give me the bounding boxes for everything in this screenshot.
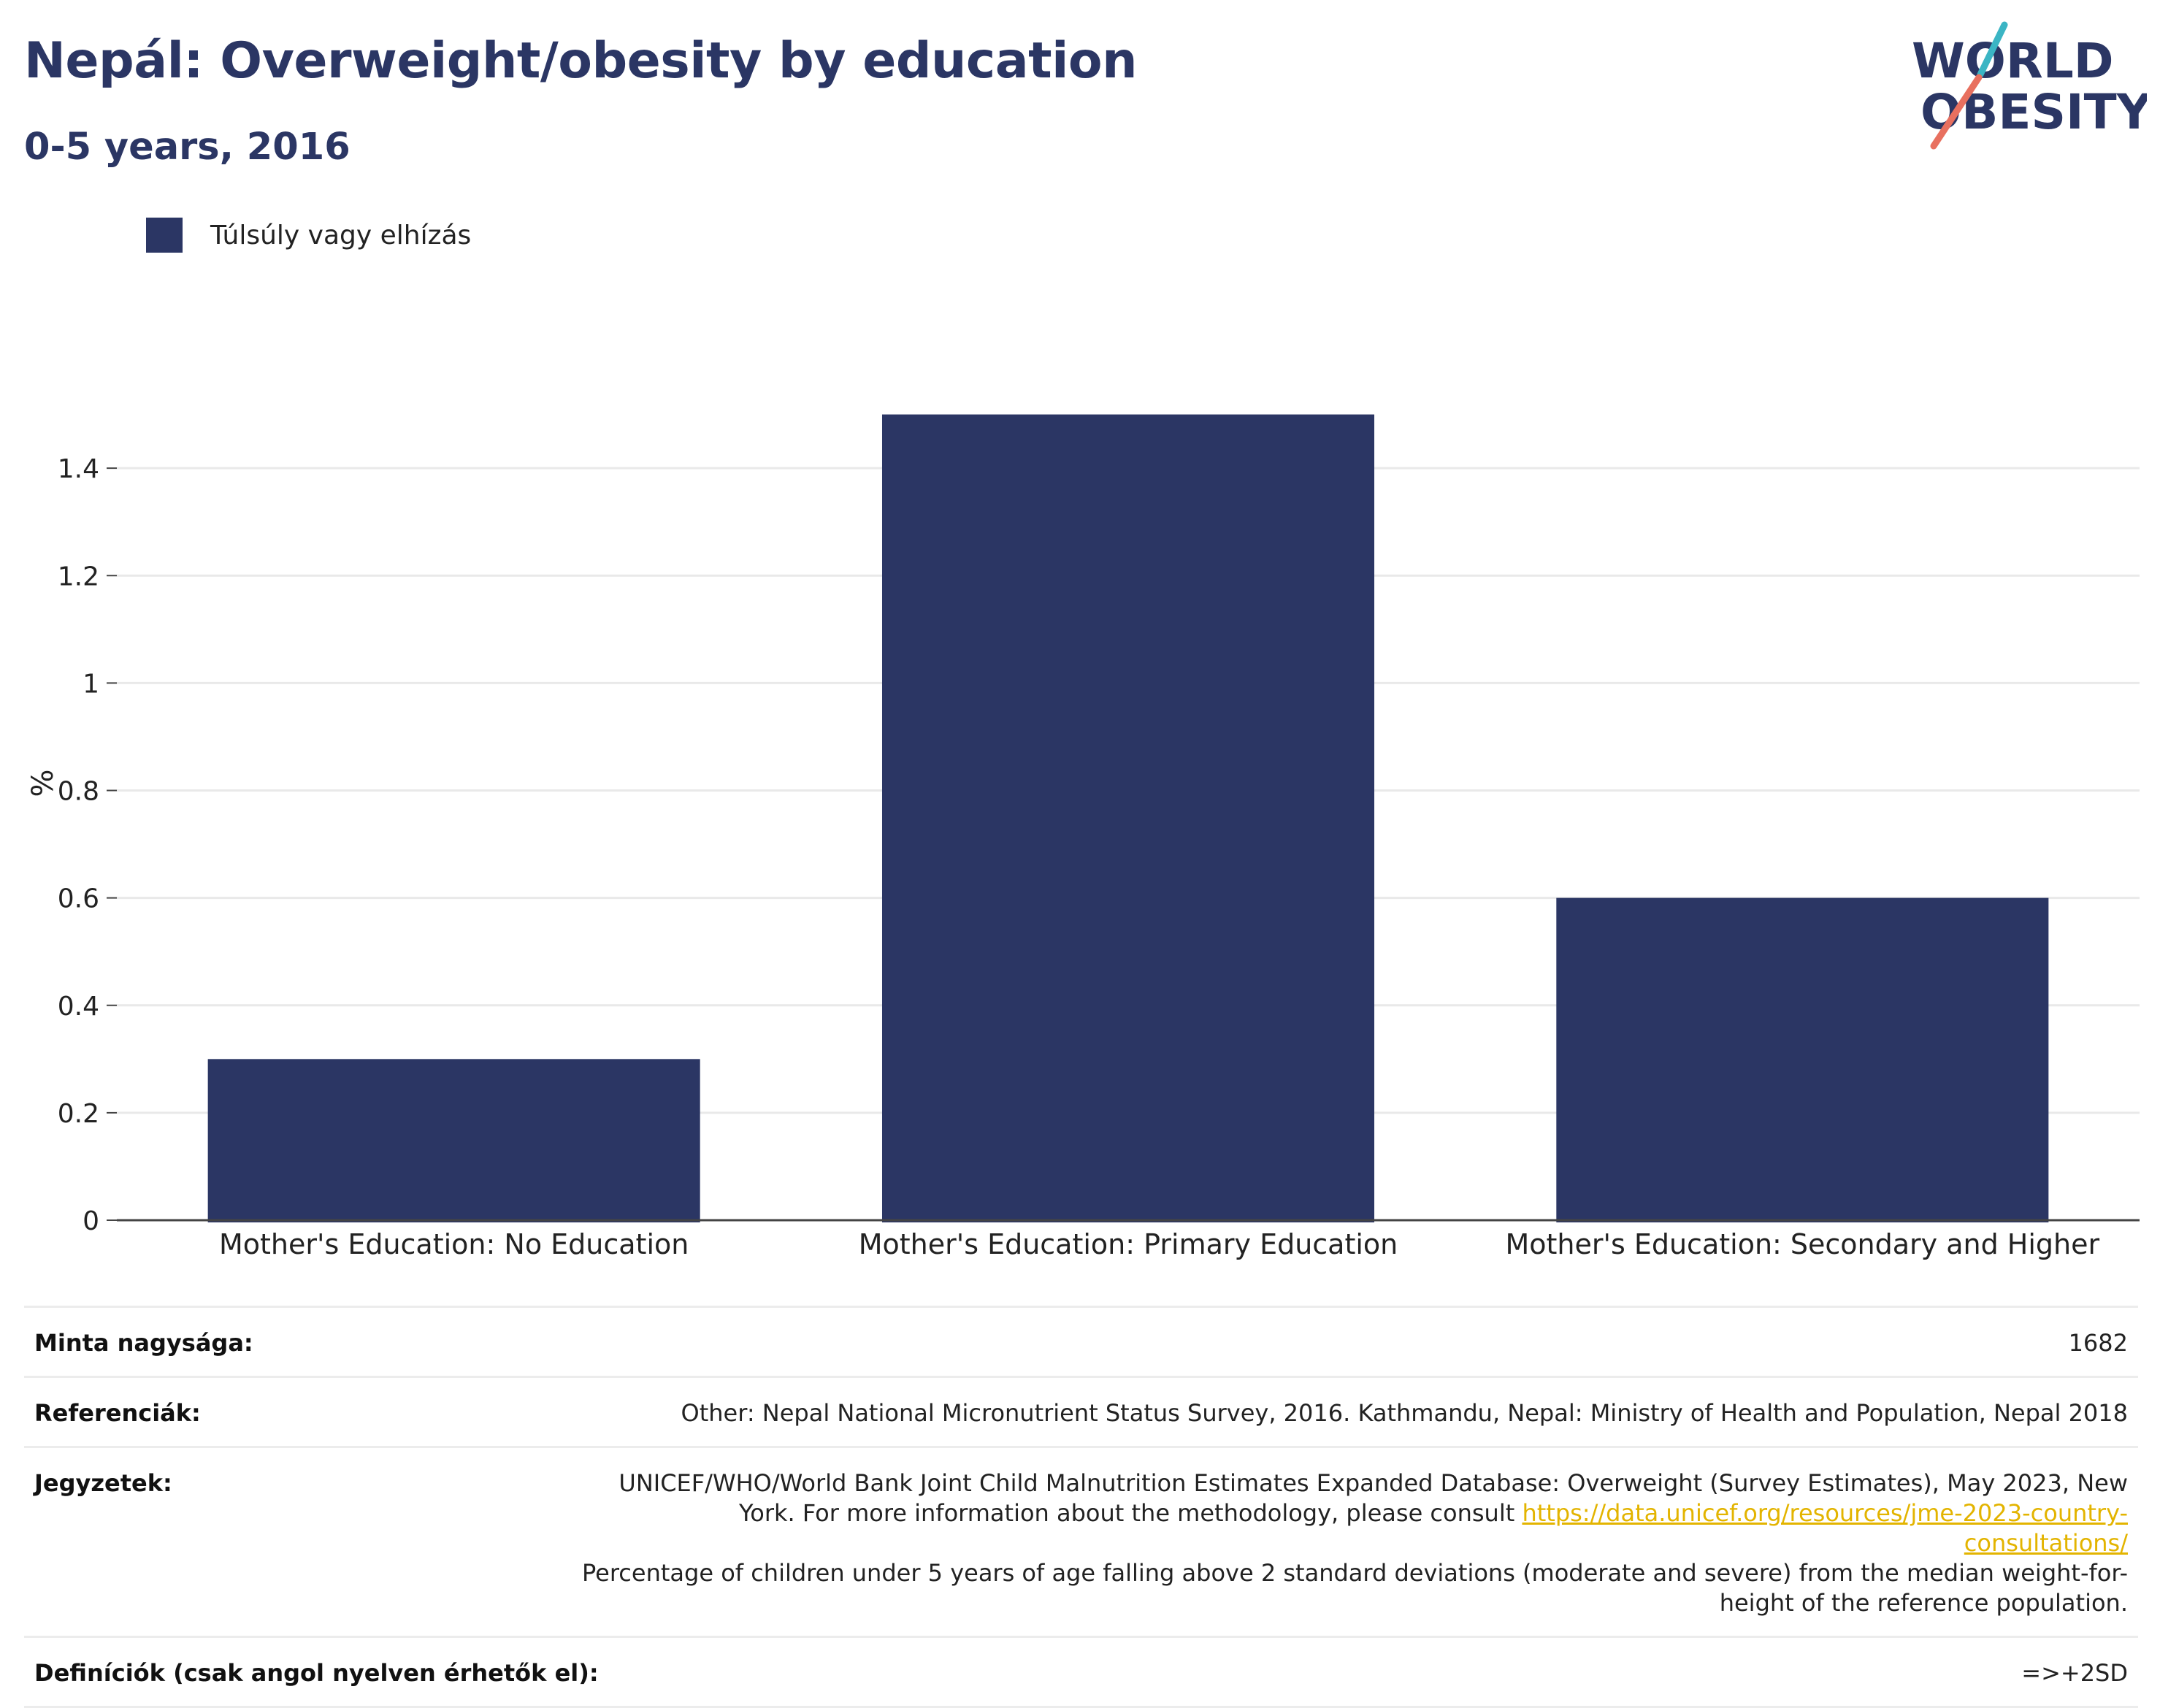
notes-value: UNICEF/WHO/World Bank Joint Child Malnut…: [580, 1468, 2128, 1618]
definitions-label: Definíciók (csak angol nyelven érhetők e…: [34, 1659, 599, 1687]
notes-text-1: UNICEF/WHO/World Bank Joint Child Malnut…: [618, 1469, 2128, 1527]
y-tick-label: 0.8: [58, 777, 99, 807]
y-tick-label: 0: [83, 1206, 99, 1236]
logo-slash-coral: [1930, 74, 1983, 150]
notes-label: Jegyzetek:: [34, 1469, 172, 1497]
bar: [207, 1059, 700, 1222]
references-value: Other: Nepal National Micronutrient Stat…: [681, 1399, 2128, 1427]
y-tick-label: 1: [83, 669, 99, 699]
y-tick-label: 1.2: [58, 562, 99, 591]
legend: Túlsúly vagy elhízás: [146, 218, 471, 253]
chart-subtitle: 0-5 years, 2016: [24, 126, 351, 169]
logo-text-world: WORLD: [1912, 33, 2114, 89]
sample-size-value: 1682: [2068, 1329, 2128, 1357]
bar: [881, 414, 1375, 1222]
footer-row-definitions: Definíciók (csak angol nyelven érhetők e…: [24, 1636, 2138, 1708]
y-axis-label: %: [26, 769, 60, 797]
legend-label: Túlsúly vagy elhízás: [210, 220, 472, 250]
bar-chart: 0 0.2 0.4 0.6 0.8 1 1.2 1.4% Mother's Education:…: [26, 414, 2140, 1260]
y-tick-label: 0.6: [58, 884, 99, 914]
footer-row-references: Referenciák: Other: Nepal National Micro…: [24, 1376, 2138, 1446]
logo-slash-teal: [1977, 21, 2008, 78]
footer-table: Minta nagysága: 1682 Referenciák: Other:…: [24, 1306, 2138, 1708]
notes-link[interactable]: https://data.unicef.org/resources/jme-20…: [1522, 1499, 2128, 1557]
y-tick-label: 0.4: [58, 992, 99, 1022]
world-obesity-logo[interactable]: WORLD OBESITY: [1899, 20, 2147, 152]
x-category-label: Mother's Education: Secondary and Higher: [1506, 1228, 2100, 1260]
chart-title: Nepál: Overweight/obesity by education: [24, 32, 1138, 90]
legend-swatch: [146, 218, 183, 253]
sample-size-label: Minta nagysága:: [34, 1329, 253, 1357]
footer-row-notes: Jegyzetek: UNICEF/WHO/World Bank Joint C…: [24, 1446, 2138, 1636]
footer-row-sample-size: Minta nagysága: 1682: [24, 1306, 2138, 1376]
x-category-label: Mother's Education: Primary Education: [859, 1228, 1398, 1260]
y-tick-label: 1.4: [58, 454, 99, 484]
bar: [1556, 897, 2049, 1222]
references-label: Referenciák:: [34, 1399, 201, 1427]
x-category-label: Mother's Education: No Education: [219, 1228, 689, 1260]
notes-text-2: Percentage of children under 5 years of …: [582, 1559, 2128, 1617]
definitions-value: =>+2SD: [2021, 1659, 2128, 1687]
y-tick-label: 0.2: [58, 1099, 99, 1129]
